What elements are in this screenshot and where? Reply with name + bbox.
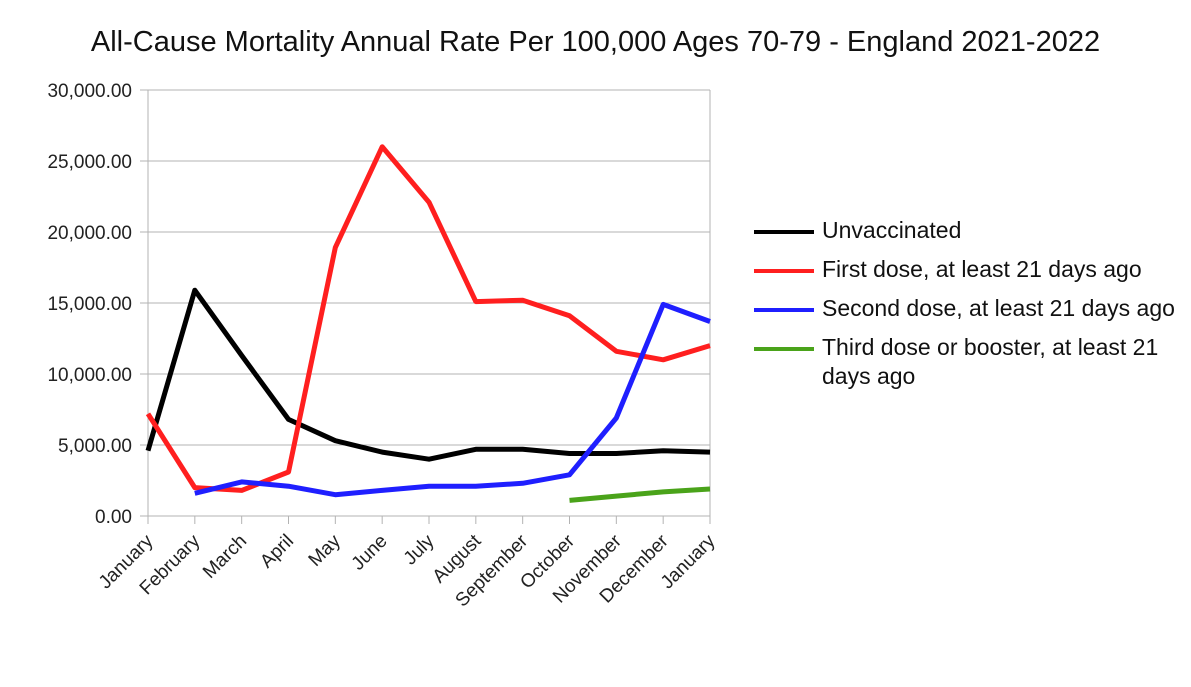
y-tick-label: 15,000.00 — [47, 294, 132, 315]
legend-label: Second dose, at least 21 days ago — [822, 295, 1175, 321]
chart-title: All-Cause Mortality Annual Rate Per 100,… — [90, 26, 1101, 58]
y-tick-label: 25,000.00 — [47, 152, 132, 173]
y-tick-label: 30,000.00 — [47, 81, 132, 102]
series-lines — [145, 144, 711, 503]
legend-swatch — [754, 269, 814, 273]
x-tick-label: July — [400, 530, 439, 569]
legend-item: Second dose, at least 21 days ago — [752, 294, 1182, 323]
legend-label: First dose, at least 21 days ago — [822, 256, 1142, 282]
series-line-2 — [145, 144, 711, 493]
legend-label: Third dose or booster, at least 21 days … — [822, 334, 1159, 389]
legend-swatch — [754, 308, 814, 312]
legend: Unvaccinated First dose, at least 21 days… — [752, 216, 1182, 401]
x-tick-label: March — [199, 531, 251, 583]
legend-item: Third dose or booster, at least 21 days … — [752, 333, 1182, 391]
y-tick-label: 0.00 — [95, 507, 132, 528]
legend-item: First dose, at least 21 days ago — [752, 255, 1182, 284]
y-tick-label: 10,000.00 — [47, 365, 132, 386]
y-tick-label: 5,000.00 — [58, 436, 132, 457]
series-line-4 — [569, 486, 711, 503]
series-line-3 — [194, 301, 711, 498]
legend-swatch — [754, 347, 814, 351]
legend-item: Unvaccinated — [752, 216, 1182, 245]
legend-label: Unvaccinated — [822, 217, 962, 243]
y-tick-label: 20,000.00 — [47, 223, 132, 244]
legend-swatch — [754, 230, 814, 234]
x-tick-label: May — [305, 530, 346, 571]
y-tick-labels: 0.00 5,000.00 10,000.00 15,000.00 20,000.00 2… — [47, 81, 132, 528]
x-tick-label: June — [348, 531, 392, 575]
x-tick-label: April — [256, 531, 298, 573]
series-line-1 — [145, 287, 711, 462]
